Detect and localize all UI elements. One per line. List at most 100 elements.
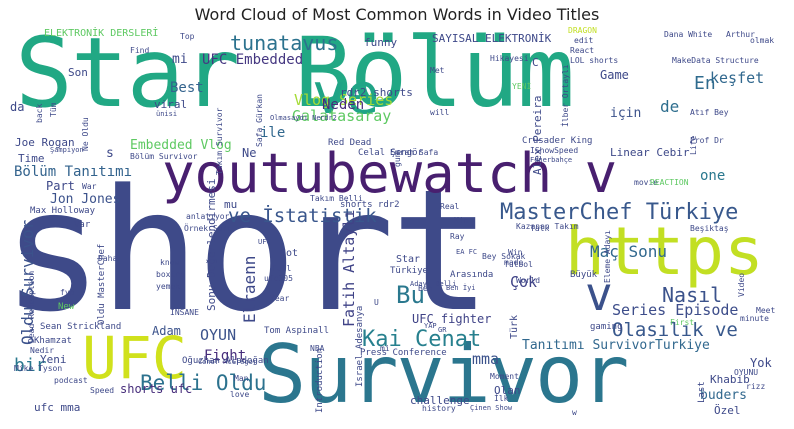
word: Olasılık ve [612,319,738,341]
word: w [572,408,577,417]
word: Adam [152,324,181,338]
word: da [10,100,25,114]
word: En [694,73,716,94]
word: U [374,298,379,307]
word: Adayı Belli [410,280,457,288]
word: https [565,213,764,290]
word: Khamzat [34,336,72,346]
word: Last [697,381,707,403]
word: edit [574,36,594,45]
word: Belli Oldu [140,371,267,395]
word: UFC fighter [412,312,492,326]
word: history [422,404,456,413]
word: shorts rdr2 [340,200,400,210]
word: İlk [494,394,509,403]
word: Year [270,294,290,303]
word: Got [280,248,299,259]
word: Top [180,32,195,41]
word: Conor McGregor [198,358,258,366]
word: Survivor [258,328,629,420]
word: MakeData Structure [672,56,759,65]
word: OYUN [200,326,237,344]
word: short [10,153,492,349]
word: Yeni [40,353,67,366]
word: Speed [90,386,115,395]
word: Çinen Show [470,404,513,412]
word: Game [600,68,629,82]
word: Oldu MasterChef [97,243,107,325]
word: C [532,56,539,69]
word: MasterChef Türkiye [500,200,739,225]
word: ufc305 [264,274,293,283]
word: Neden [322,97,365,113]
word: minute [740,314,769,323]
word: Son [68,66,88,79]
word: REACTION [650,178,689,187]
word: olmak [750,36,775,45]
word: ünisi [156,110,178,118]
word: için [610,106,642,121]
word: yemek [156,282,181,291]
word: Israel Adesanya [355,305,365,387]
word: Crusader King [522,136,593,146]
word: Prof Dr [690,136,724,145]
word: Galatasaray [292,107,392,125]
word: Khabib [710,373,750,386]
word: keşfet [710,69,765,87]
word: UFC [258,238,271,246]
word: Çok [510,273,538,291]
word: Nedir [30,346,55,355]
word: mi [172,52,188,67]
word: Sean Strickland [40,322,122,332]
word: Real [440,202,460,211]
word: Maç Sonu [590,242,668,261]
word: War [82,182,97,191]
word: Arasında [450,270,494,280]
word: Şampiyon [50,146,84,154]
word: back [35,103,44,123]
chart-title: Word Cloud of Most Common Words in Video… [194,5,600,24]
word: rizz [746,382,766,391]
word: anlatıyor [186,212,230,221]
word: podcast [54,376,88,385]
word: Star [396,254,421,265]
word: Beşiktaş [690,224,729,233]
word: challenge [410,394,470,407]
word: Ne [242,146,257,160]
word: Ray [450,232,465,241]
word: funny [364,36,398,49]
word: Eleme Adayı [603,230,612,283]
word: IShowSpeed [530,146,579,155]
word: Bölüm Tanıtımı [14,164,133,180]
word: Video [737,272,746,297]
word: Win [508,248,523,257]
word: DRAGON [568,27,597,35]
word: Ben İyi [446,284,476,292]
word: v [585,267,613,321]
word: Bey Sokak [482,252,526,261]
word: UFC [82,324,187,392]
word: Man [234,374,249,383]
word: Takım Survivor [215,107,224,175]
word: Series Episode [612,301,739,319]
word: viral [154,98,188,111]
word: Star Bölüm [15,27,575,129]
word: one [700,168,726,184]
word: Joe Rogan [15,136,75,149]
word: First [670,318,695,327]
word: rdr2 shorts [340,86,413,99]
word: İlber Ortaylı [561,64,570,127]
word: Embedded Vlog [130,138,232,153]
word: Dead Redemption [27,270,36,343]
word: Best [170,80,204,96]
word: Vlog Series [294,91,394,109]
word: mma [472,350,500,368]
word: Atıf Bey [690,108,729,117]
word: Press Conference [360,348,447,358]
word: Fight [204,348,247,364]
word: de [660,97,680,116]
word: Ben [418,284,433,293]
word: Find [130,46,150,55]
word: Fenerbahçe [530,156,573,164]
word: Daha [98,254,118,263]
